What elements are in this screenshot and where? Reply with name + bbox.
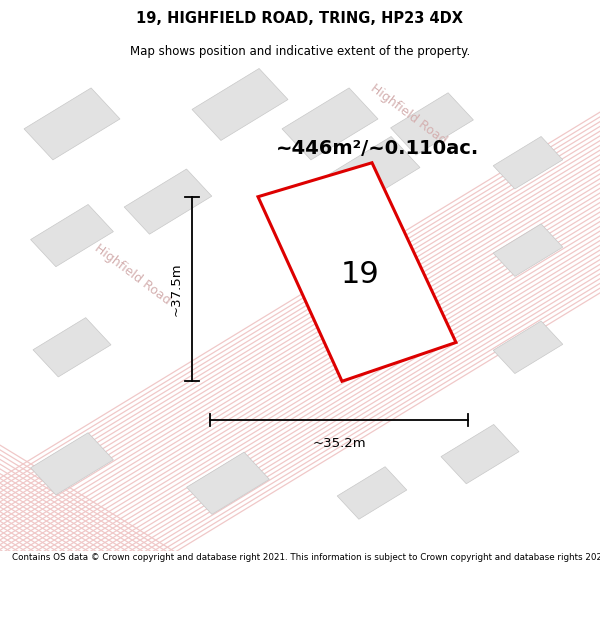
Text: ~35.2m: ~35.2m xyxy=(312,437,366,450)
Polygon shape xyxy=(391,92,473,155)
Polygon shape xyxy=(337,467,407,519)
Polygon shape xyxy=(441,424,519,484)
Text: 19: 19 xyxy=(341,260,379,289)
Polygon shape xyxy=(493,224,563,276)
Text: Highfield Road: Highfield Road xyxy=(368,81,448,147)
Text: ~37.5m: ~37.5m xyxy=(170,262,183,316)
Polygon shape xyxy=(187,452,269,514)
Text: Contains OS data © Crown copyright and database right 2021. This information is : Contains OS data © Crown copyright and d… xyxy=(12,553,600,562)
Polygon shape xyxy=(192,69,288,141)
Polygon shape xyxy=(33,318,111,377)
Polygon shape xyxy=(31,432,113,495)
Polygon shape xyxy=(493,136,563,189)
Polygon shape xyxy=(31,204,113,267)
Text: 19, HIGHFIELD ROAD, TRING, HP23 4DX: 19, HIGHFIELD ROAD, TRING, HP23 4DX xyxy=(137,11,464,26)
Text: Highfield Road: Highfield Road xyxy=(92,242,172,308)
Polygon shape xyxy=(493,321,563,374)
Polygon shape xyxy=(324,136,420,208)
Polygon shape xyxy=(282,88,378,160)
Polygon shape xyxy=(258,162,456,381)
Polygon shape xyxy=(124,169,212,234)
Text: Map shows position and indicative extent of the property.: Map shows position and indicative extent… xyxy=(130,45,470,58)
Polygon shape xyxy=(24,88,120,160)
Text: ~446m²/~0.110ac.: ~446m²/~0.110ac. xyxy=(277,139,479,158)
